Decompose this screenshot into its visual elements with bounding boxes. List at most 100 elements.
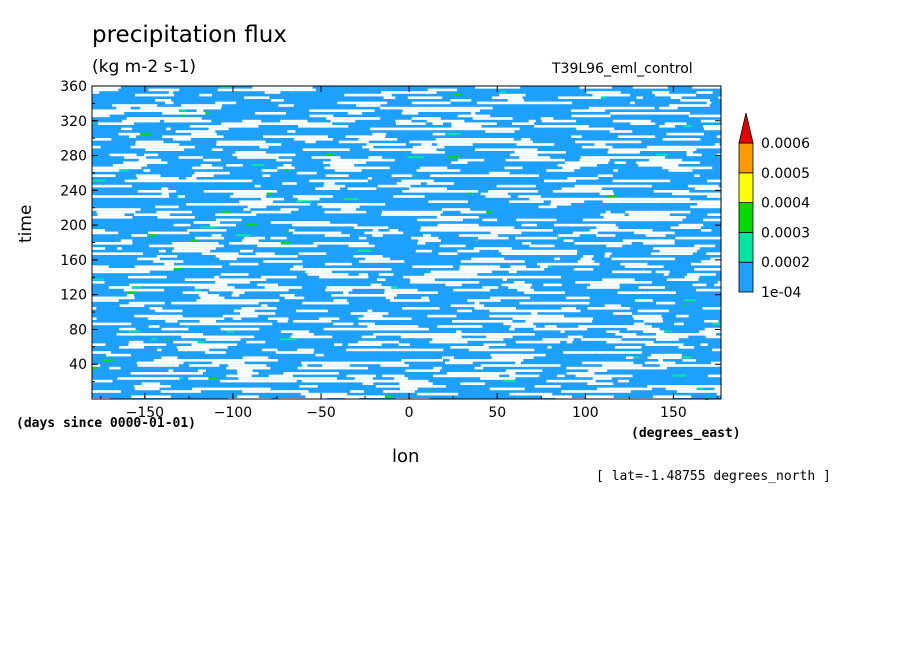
- field-streak: [631, 148, 663, 151]
- field-streak: [92, 179, 106, 182]
- field-streak: [155, 99, 172, 102]
- field-streak: [257, 307, 277, 310]
- field-streak: [92, 351, 112, 354]
- field-streak: [437, 223, 449, 227]
- field-streak: [551, 200, 585, 203]
- field-streak: [647, 385, 653, 388]
- field-streak: [262, 174, 271, 177]
- x-axis-ticks: −150 −100 −50 0 50 100 150: [100, 86, 718, 421]
- field-streak: [700, 119, 721, 123]
- field-streak: [92, 166, 107, 170]
- field-streak: [179, 109, 187, 112]
- field-streak: [257, 322, 273, 326]
- field-streak: [623, 200, 663, 203]
- field-streak: [453, 288, 481, 292]
- field-streak: [558, 320, 593, 323]
- field-streak: [427, 109, 444, 112]
- field-streak: [443, 140, 472, 144]
- field-streak: [215, 281, 250, 284]
- field-streak: [367, 325, 402, 328]
- field-streak: [285, 119, 308, 123]
- field-streak: [92, 169, 120, 172]
- field-streak: [290, 335, 333, 339]
- field-streak: [500, 91, 506, 94]
- field-streak: [249, 140, 266, 144]
- field-streak: [232, 291, 245, 294]
- field-streak: [194, 171, 230, 175]
- field-streak: [427, 314, 457, 318]
- field-streak: [410, 213, 441, 216]
- field-streak: [231, 387, 242, 391]
- field-streak: [491, 356, 511, 359]
- field-streak: [716, 392, 721, 396]
- field-streak: [358, 166, 390, 170]
- field-streak: [474, 307, 480, 310]
- field-streak: [588, 351, 596, 354]
- field-streak: [319, 275, 354, 279]
- field-streak: [647, 356, 682, 359]
- field-streak: [680, 247, 700, 250]
- field-streak: [448, 223, 479, 227]
- field-streak: [158, 145, 195, 149]
- field-streak: [495, 140, 533, 144]
- field-streak: [116, 333, 123, 336]
- field-streak: [92, 138, 112, 141]
- field-streak: [228, 364, 267, 367]
- field-streak: [309, 109, 348, 112]
- field-streak: [544, 179, 576, 183]
- field-streak: [365, 257, 391, 261]
- field-streak: [504, 379, 516, 382]
- field-streak: [108, 286, 132, 289]
- field-streak: [247, 205, 267, 209]
- field-streak: [607, 195, 617, 198]
- field-streak: [617, 135, 656, 138]
- field-streak: [415, 333, 443, 336]
- field-streak: [380, 364, 409, 367]
- field-streak: [244, 278, 267, 281]
- field-streak: [398, 343, 410, 346]
- field-streak: [684, 385, 719, 388]
- field-streak: [451, 125, 482, 128]
- field-streak: [186, 325, 189, 328]
- field-streak: [421, 296, 429, 300]
- field-streak: [633, 322, 640, 326]
- field-streak: [622, 218, 662, 222]
- field-streak: [92, 91, 100, 94]
- field-streak: [574, 184, 600, 188]
- field-streak: [499, 348, 535, 352]
- field-streak: [309, 148, 350, 151]
- field-streak: [171, 301, 188, 305]
- field-streak: [597, 174, 613, 177]
- field-streak: [402, 307, 440, 310]
- field-streak: [242, 356, 269, 359]
- field-streak: [697, 203, 721, 206]
- field-streak: [691, 275, 700, 279]
- field-streak: [504, 166, 523, 170]
- field-streak: [463, 270, 492, 274]
- field-streak: [226, 374, 252, 378]
- field-streak: [191, 343, 196, 346]
- field-streak: [622, 335, 659, 339]
- field-streak: [546, 119, 577, 123]
- field-streak: [185, 242, 219, 245]
- field-streak: [436, 216, 479, 219]
- field-streak: [233, 309, 255, 313]
- field-streak: [489, 387, 509, 391]
- field-streak: [610, 112, 650, 115]
- field-streak: [377, 395, 385, 398]
- field-streak: [136, 252, 143, 255]
- field-streak: [405, 369, 415, 372]
- field-streak: [192, 387, 231, 391]
- field-streak: [226, 366, 247, 370]
- field-streak: [273, 377, 312, 380]
- field-streak: [474, 301, 480, 305]
- field-streak: [396, 182, 421, 185]
- field-streak: [190, 239, 198, 242]
- field-streak: [315, 353, 324, 357]
- field-streak: [714, 143, 720, 146]
- field-streak: [676, 390, 688, 393]
- field-streak: [512, 122, 534, 125]
- field-streak: [658, 106, 678, 110]
- field-streak: [679, 333, 717, 336]
- field-streak: [165, 338, 169, 341]
